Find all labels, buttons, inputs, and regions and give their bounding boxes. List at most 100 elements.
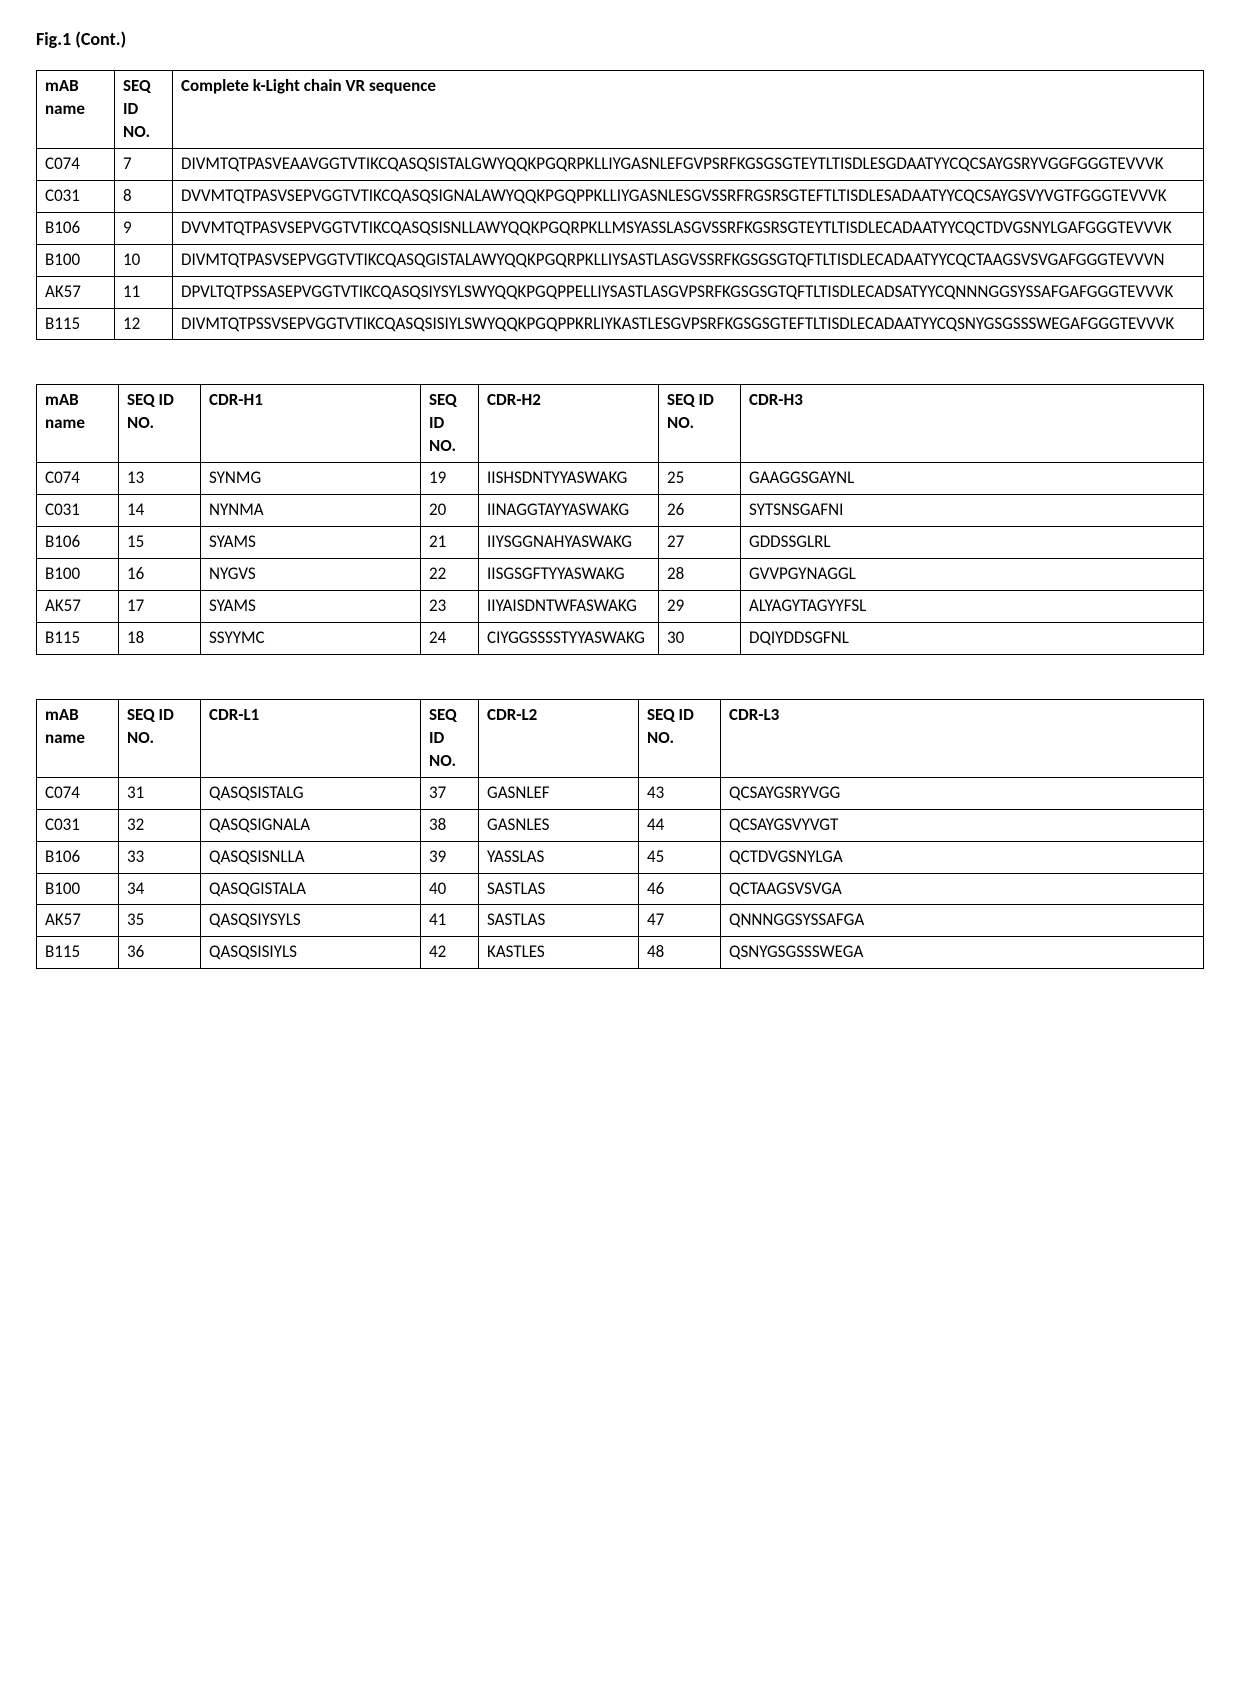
table-header-row: mAB name SEQ ID NO. CDR-H1 SEQ ID NO. CD… bbox=[37, 385, 1204, 463]
table-row: B11518SSYYMC24CIYGGSSSSTYYASWAKG30DQIYDD… bbox=[37, 622, 1204, 654]
table-cell: C074 bbox=[37, 463, 119, 495]
table-cell: DPVLTQTPSSASEPVGGTVTIKCQASQSIYSYLSWYQQKP… bbox=[173, 276, 1204, 308]
table-cell: DIVMTQTPSSVSEPVGGTVTIKCQASQSISIYLSWYQQKP… bbox=[173, 308, 1204, 340]
table-row: B11512DIVMTQTPSSVSEPVGGTVTIKCQASQSISIYLS… bbox=[37, 308, 1204, 340]
table-row: AK5717SYAMS23IIYAISDNTWFASWAKG29ALYAGYTA… bbox=[37, 591, 1204, 623]
table-row: C0318DVVMTQTPASVSEPVGGTVTIKCQASQSIGNALAW… bbox=[37, 180, 1204, 212]
table-cell: IIYAISDNTWFASWAKG bbox=[479, 591, 659, 623]
table-cell: 41 bbox=[421, 905, 479, 937]
col-mab-name: mAB name bbox=[37, 385, 119, 463]
table-cell: 27 bbox=[659, 527, 741, 559]
table-cell: QASQGISTALA bbox=[201, 873, 421, 905]
col-mab-name: mAB name bbox=[37, 71, 115, 149]
table-cell: 33 bbox=[119, 841, 201, 873]
table-cell: 31 bbox=[119, 777, 201, 809]
table-cell: 46 bbox=[639, 873, 721, 905]
col-seq-id-l1: SEQ ID NO. bbox=[119, 699, 201, 777]
table-row: B10010DIVMTQTPASVSEPVGGTVTIKCQASQGISTALA… bbox=[37, 244, 1204, 276]
table-cell: 34 bbox=[119, 873, 201, 905]
col-cdr-h3: CDR-H3 bbox=[741, 385, 1204, 463]
table-cell: AK57 bbox=[37, 591, 119, 623]
table-cell: 40 bbox=[421, 873, 479, 905]
table-cell: NYGVS bbox=[201, 559, 421, 591]
table-cell: ALYAGYTAGYYFSL bbox=[741, 591, 1204, 623]
table-row: C07413SYNMG19IISHSDNTYYASWAKG25GAAGGSGAY… bbox=[37, 463, 1204, 495]
table-cell: B115 bbox=[37, 308, 115, 340]
table-cell: 35 bbox=[119, 905, 201, 937]
table-cell: 8 bbox=[115, 180, 173, 212]
col-seq-id: SEQ ID NO. bbox=[115, 71, 173, 149]
table-cell: QCTAAGSVSVGA bbox=[721, 873, 1204, 905]
table-cell: QASQSIGNALA bbox=[201, 809, 421, 841]
table-cell: B106 bbox=[37, 527, 119, 559]
cdr-h-table: mAB name SEQ ID NO. CDR-H1 SEQ ID NO. CD… bbox=[36, 384, 1204, 654]
table-cell: 16 bbox=[119, 559, 201, 591]
table-cell: GASNLES bbox=[479, 809, 639, 841]
table-cell: QCSAYGSRYVGG bbox=[721, 777, 1204, 809]
table-cell: AK57 bbox=[37, 276, 115, 308]
table-cell: SASTLAS bbox=[479, 873, 639, 905]
table-cell: 22 bbox=[421, 559, 479, 591]
table-cell: 12 bbox=[115, 308, 173, 340]
table-cell: 14 bbox=[119, 495, 201, 527]
table-cell: DQIYDDSGFNL bbox=[741, 622, 1204, 654]
table-row: C0747DIVMTQTPASVEAAVGGTVTIKCQASQSISTALGW… bbox=[37, 148, 1204, 180]
col-seq-id-l2: SEQ ID NO. bbox=[421, 699, 479, 777]
table-cell: AK57 bbox=[37, 905, 119, 937]
col-cdr-l3: CDR-L3 bbox=[721, 699, 1204, 777]
table-cell: C031 bbox=[37, 809, 119, 841]
col-seq-id-h3: SEQ ID NO. bbox=[659, 385, 741, 463]
table-cell: 48 bbox=[639, 937, 721, 969]
table-row: B11536QASQSISIYLS42KASTLES48QSNYGSGSSSWE… bbox=[37, 937, 1204, 969]
table-cell: 30 bbox=[659, 622, 741, 654]
table-cell: 17 bbox=[119, 591, 201, 623]
table-row: B10615SYAMS21IIYSGGNAHYASWAKG27GDDSSGLRL bbox=[37, 527, 1204, 559]
table-cell: 26 bbox=[659, 495, 741, 527]
table-cell: 37 bbox=[421, 777, 479, 809]
table-cell: 20 bbox=[421, 495, 479, 527]
table-cell: QASQSISTALG bbox=[201, 777, 421, 809]
table-cell: B100 bbox=[37, 873, 119, 905]
col-cdr-l2: CDR-L2 bbox=[479, 699, 639, 777]
table-cell: B106 bbox=[37, 841, 119, 873]
figure-title: Fig.1 (Cont.) bbox=[36, 28, 1204, 50]
table-cell: NYNMA bbox=[201, 495, 421, 527]
table-header-row: mAB name SEQ ID NO. Complete k-Light cha… bbox=[37, 71, 1204, 149]
table-cell: 32 bbox=[119, 809, 201, 841]
table-cell: 43 bbox=[639, 777, 721, 809]
table-cell: 10 bbox=[115, 244, 173, 276]
table-cell: QCSAYGSVYVGT bbox=[721, 809, 1204, 841]
table-cell: IIYSGGNAHYASWAKG bbox=[479, 527, 659, 559]
col-cdr-h2: CDR-H2 bbox=[479, 385, 659, 463]
table-cell: C074 bbox=[37, 148, 115, 180]
table-row: C03114NYNMA20IINAGGTAYYASWAKG26SYTSNSGAF… bbox=[37, 495, 1204, 527]
table-cell: DVVMTQTPASVSEPVGGTVTIKCQASQSISNLLAWYQQKP… bbox=[173, 212, 1204, 244]
table-cell: B115 bbox=[37, 937, 119, 969]
table-row: AK5735QASQSIYSYLS41SASTLAS47QNNNGGSYSSAF… bbox=[37, 905, 1204, 937]
table-cell: 38 bbox=[421, 809, 479, 841]
cdr-l-table: mAB name SEQ ID NO. CDR-L1 SEQ ID NO. CD… bbox=[36, 699, 1204, 969]
table-cell: KASTLES bbox=[479, 937, 639, 969]
table-cell: 36 bbox=[119, 937, 201, 969]
table-cell: SYAMS bbox=[201, 591, 421, 623]
table-cell: CIYGGSSSSTYYASWAKG bbox=[479, 622, 659, 654]
table-cell: 25 bbox=[659, 463, 741, 495]
table-cell: DVVMTQTPASVSEPVGGTVTIKCQASQSIGNALAWYQQKP… bbox=[173, 180, 1204, 212]
table-cell: 39 bbox=[421, 841, 479, 873]
table-cell: QNNNGGSYSSAFGA bbox=[721, 905, 1204, 937]
table-cell: IISHSDNTYYASWAKG bbox=[479, 463, 659, 495]
table-row: B10016NYGVS22IISGSGFTYYASWAKG28GVVPGYNAG… bbox=[37, 559, 1204, 591]
col-sequence: Complete k-Light chain VR sequence bbox=[173, 71, 1204, 149]
table-row: B1069DVVMTQTPASVSEPVGGTVTIKCQASQSISNLLAW… bbox=[37, 212, 1204, 244]
table-cell: GVVPGYNAGGL bbox=[741, 559, 1204, 591]
table-cell: 47 bbox=[639, 905, 721, 937]
table-cell: 7 bbox=[115, 148, 173, 180]
table-cell: 44 bbox=[639, 809, 721, 841]
table-cell: 23 bbox=[421, 591, 479, 623]
table-cell: QASQSIYSYLS bbox=[201, 905, 421, 937]
table-cell: QCTDVGSNYLGA bbox=[721, 841, 1204, 873]
table-row: C07431QASQSISTALG37GASNLEF43QCSAYGSRYVGG bbox=[37, 777, 1204, 809]
table-cell: 45 bbox=[639, 841, 721, 873]
col-cdr-h1: CDR-H1 bbox=[201, 385, 421, 463]
light-chain-vr-table: mAB name SEQ ID NO. Complete k-Light cha… bbox=[36, 70, 1204, 340]
